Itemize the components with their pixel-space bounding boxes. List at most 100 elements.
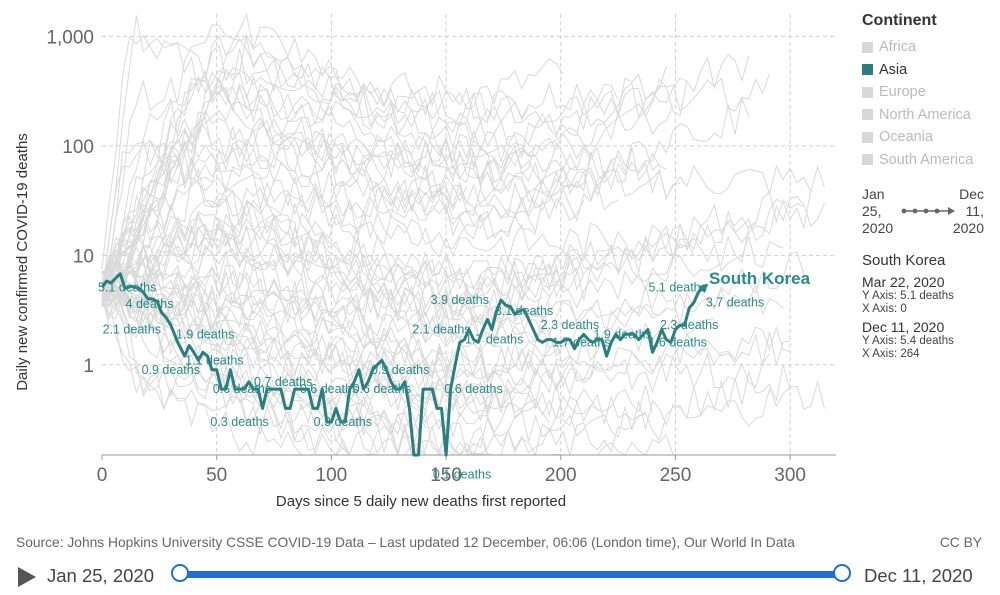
background-series-line: [101, 243, 770, 396]
range-end-month: Dec: [959, 186, 984, 202]
legend-item-africa[interactable]: Africa: [862, 36, 998, 59]
background-series-line: [101, 48, 770, 286]
range-start-year: 2020: [862, 220, 894, 236]
background-series-line: [101, 141, 667, 274]
timeline-end-label: Dec 11, 2020: [864, 565, 973, 586]
data-annotation: 0.1 deaths: [433, 467, 491, 481]
legend-title: Continent: [862, 12, 937, 29]
tooltip-first-date: Mar 22, 2020: [862, 274, 945, 290]
background-series-line: [101, 139, 585, 301]
background-series-line: [101, 82, 619, 285]
range-start-day: 25,: [862, 203, 882, 219]
legend-swatch: [862, 109, 873, 121]
legend-swatch: [862, 154, 873, 166]
data-annotation: 1.7 deaths: [465, 333, 523, 347]
south-korea-line: [100, 272, 709, 457]
timeline: Jan 25, 2020 Dec 11, 2020: [0, 558, 1000, 594]
background-series-line: [101, 269, 784, 326]
tooltip-first-x: X Axis: 0: [862, 302, 907, 315]
range-end-day: 11,: [965, 203, 984, 219]
source-text[interactable]: Source: Johns Hopkins University CSSE CO…: [16, 535, 795, 550]
data-annotation: 0.6 deaths: [444, 382, 502, 396]
background-series-line: [101, 225, 578, 300]
data-annotation: 5.1 deaths: [98, 280, 156, 294]
legend-item-south-america[interactable]: South America: [862, 149, 998, 172]
background-series-line: [101, 71, 619, 276]
background-series-line: [101, 283, 653, 420]
background-series-line: [101, 127, 578, 307]
timeline-start-handle[interactable]: [171, 564, 189, 582]
tooltip-last-y: Y Axis: 5.4 deaths: [862, 335, 954, 347]
background-series-line: [101, 189, 667, 343]
x-tick-label: 200: [545, 465, 577, 486]
background-series: [101, 12, 825, 457]
legend-item-oceania[interactable]: Oceania: [862, 126, 998, 149]
tooltip-last-date: Dec 11, 2020: [862, 319, 945, 335]
data-annotation: 0.6 deaths: [300, 382, 358, 396]
x-tick-label: 50: [206, 465, 227, 486]
data-annotation: 0.7 deaths: [254, 375, 312, 389]
background-series-line: [101, 96, 750, 291]
legend-item-europe[interactable]: Europe: [862, 81, 998, 104]
timeline-end-handle[interactable]: [833, 564, 851, 582]
background-series-line: [101, 211, 612, 306]
legend-item-label: South America: [879, 151, 974, 168]
y-tick-label: 10: [73, 246, 94, 267]
tooltip-last-x: X Axis: 264: [862, 347, 920, 360]
x-tick-label: 100: [316, 465, 348, 486]
background-series-line: [101, 271, 550, 349]
data-annotation: 1.9 deaths: [176, 327, 234, 341]
data-annotation: 0.6 deaths: [353, 382, 411, 396]
legend: Continent Africa Asia Europe North America O…: [862, 12, 998, 171]
legend-swatch: [862, 131, 873, 143]
data-annotation: 2.1 deaths: [103, 323, 161, 337]
footer: Source: Johns Hopkins University CSSE CO…: [16, 535, 982, 550]
x-tick-label: 0: [97, 465, 108, 486]
x-tick-label: 300: [774, 465, 806, 486]
data-annotation: 0.9 deaths: [371, 363, 429, 377]
range-end: Dec 11, 2020: [953, 186, 984, 237]
background-series-line: [101, 190, 805, 296]
data-annotation: 2.1 deaths: [412, 323, 470, 337]
background-series-line: [101, 277, 543, 380]
tooltip: South Korea Mar 22, 2020 Y Axis: 5.1 dea…: [862, 252, 998, 364]
x-tick-label: 150: [430, 465, 462, 486]
data-annotation: 1.7 deaths: [552, 335, 610, 349]
background-series-line: [101, 71, 488, 284]
y-tick-label: 100: [62, 137, 94, 158]
data-annotation: 2.3 deaths: [541, 318, 599, 332]
legend-item-asia[interactable]: Asia: [862, 59, 998, 82]
background-series-line: [101, 196, 825, 299]
tooltip-last-point: Dec 11, 2020 Y Axis: 5.4 deaths X Axis: …: [862, 319, 998, 360]
background-series-line: [101, 198, 543, 326]
tooltip-first-point: Mar 22, 2020 Y Axis: 5.1 deaths X Axis: …: [862, 274, 998, 315]
data-annotation: 0.3 deaths: [210, 415, 268, 429]
background-series-line: [101, 81, 688, 282]
background-series-line: [101, 24, 674, 287]
legend-item-north-america[interactable]: North America: [862, 104, 998, 127]
legend-item-label: Africa: [879, 39, 917, 56]
legend-swatch: [862, 86, 873, 98]
data-annotation: 0.9 deaths: [142, 363, 200, 377]
background-series-line: [101, 76, 530, 304]
range-arrow-icon: [901, 207, 955, 215]
data-annotation: 0.3 deaths: [314, 415, 372, 429]
range-start-month: Jan: [862, 186, 885, 202]
data-annotation: 5.1 deaths: [649, 280, 707, 294]
data-annotation: 4 deaths: [126, 297, 174, 311]
timeline-track[interactable]: [180, 571, 842, 578]
chart-annotations: 5.1 deaths 4 deaths 2.1 deaths 1.9 deaths 1.…: [98, 280, 764, 481]
legend-swatch: [862, 64, 873, 76]
license-link[interactable]: CC BY: [939, 535, 982, 550]
background-series-line: [101, 26, 660, 284]
tooltip-first-y: Y Axis: 5.1 deaths: [862, 290, 954, 302]
background-series-line: [101, 199, 784, 302]
highlighted-series-label[interactable]: South Korea: [709, 269, 811, 288]
background-series-line: [101, 35, 564, 270]
tooltip-country: South Korea: [862, 252, 946, 269]
background-series-line: [101, 146, 468, 282]
chart: 0 50 100 150 200 250 300 1 10 100 1,000 5.1 deaths…: [14, 12, 836, 510]
timeline-start-label: Jan 25, 2020: [47, 565, 154, 586]
play-icon[interactable]: [18, 567, 36, 587]
y-tick-label: 1: [83, 356, 94, 377]
